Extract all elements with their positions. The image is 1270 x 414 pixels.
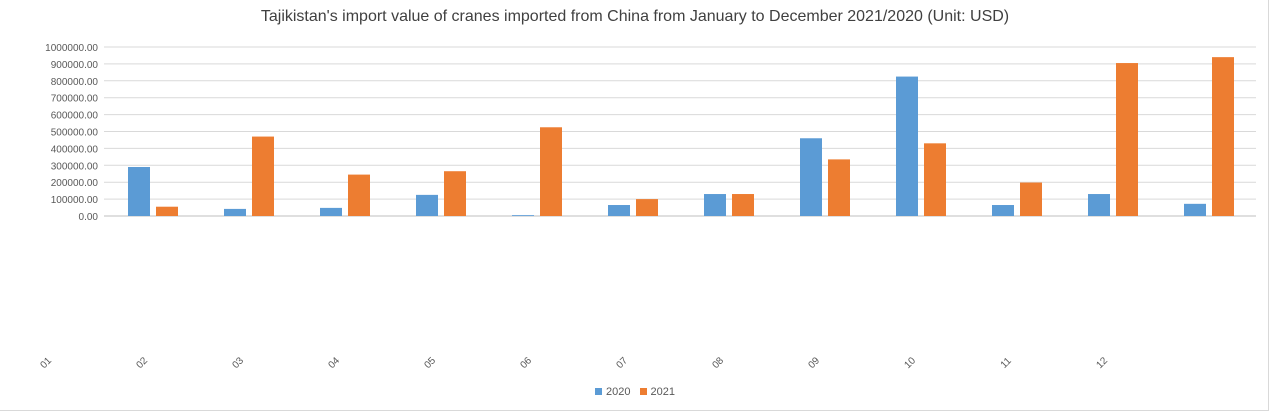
bar-2020-09 bbox=[896, 76, 918, 216]
x-tick-label: 01 bbox=[38, 355, 54, 371]
bar-2021-06 bbox=[636, 199, 658, 216]
bar-2021-09 bbox=[924, 143, 946, 216]
legend-label-2020: 2020 bbox=[605, 386, 631, 398]
x-tick-label: 06 bbox=[518, 355, 534, 371]
y-tick-label: 0.00 bbox=[79, 212, 99, 223]
bar-2021-02 bbox=[252, 136, 274, 216]
y-tick-label: 1000000.00 bbox=[45, 43, 98, 54]
bar-2021-10 bbox=[1020, 182, 1042, 216]
x-tick-label: 10 bbox=[902, 355, 918, 371]
chart-title: Tajikistan's import value of cranes impo… bbox=[260, 8, 1010, 25]
bar-2021-07 bbox=[732, 194, 754, 216]
x-tick-label: 11 bbox=[999, 355, 1014, 370]
bar-2021-08 bbox=[828, 159, 850, 216]
legend-swatch-2020 bbox=[594, 388, 602, 395]
y-tick-label: 600000.00 bbox=[51, 111, 99, 122]
x-tick-label: 03 bbox=[230, 355, 246, 371]
x-tick-label: 09 bbox=[806, 355, 822, 371]
bar-2021-01 bbox=[156, 206, 178, 216]
legend-item-2021: 2021 bbox=[639, 386, 676, 398]
legend-item-2020: 2020 bbox=[594, 386, 631, 398]
bar-2020-02 bbox=[224, 208, 246, 216]
bar-2020-12 bbox=[1184, 203, 1206, 216]
y-tick-label: 800000.00 bbox=[51, 77, 99, 88]
y-tick-label: 500000.00 bbox=[51, 128, 99, 139]
bar-2021-05 bbox=[540, 127, 562, 216]
x-tick-label: 08 bbox=[710, 355, 726, 371]
y-tick-label: 100000.00 bbox=[51, 195, 99, 206]
bar-2020-07 bbox=[704, 194, 726, 216]
legend-swatch-2021 bbox=[639, 388, 647, 395]
bar-2021-04 bbox=[444, 171, 466, 216]
y-tick-label: 200000.00 bbox=[51, 178, 99, 189]
x-tick-label: 12 bbox=[1094, 355, 1110, 371]
legend-label-2021: 2021 bbox=[650, 386, 676, 398]
x-tick-label: 05 bbox=[422, 355, 438, 371]
legend: 2020 2021 bbox=[0, 386, 1270, 398]
bar-2021-12 bbox=[1212, 57, 1234, 216]
y-tick-label: 300000.00 bbox=[51, 161, 99, 172]
x-tick-label: 02 bbox=[134, 355, 150, 371]
bar-2020-06 bbox=[608, 205, 630, 216]
y-tick-label: 700000.00 bbox=[51, 94, 99, 105]
y-tick-label: 400000.00 bbox=[51, 144, 99, 155]
bar-2021-11 bbox=[1116, 63, 1138, 217]
bar-2020-05 bbox=[512, 215, 534, 216]
bar-2020-03 bbox=[320, 207, 342, 216]
x-tick-label: 07 bbox=[614, 355, 630, 371]
x-tick-label: 04 bbox=[326, 355, 342, 371]
bar-2020-10 bbox=[992, 205, 1014, 216]
bar-2020-04 bbox=[416, 194, 438, 216]
bar-2020-11 bbox=[1088, 194, 1110, 216]
bar-2020-01 bbox=[128, 166, 150, 216]
bar-2020-08 bbox=[800, 138, 822, 216]
y-tick-label: 900000.00 bbox=[51, 60, 99, 71]
bar-2021-03 bbox=[348, 174, 370, 216]
